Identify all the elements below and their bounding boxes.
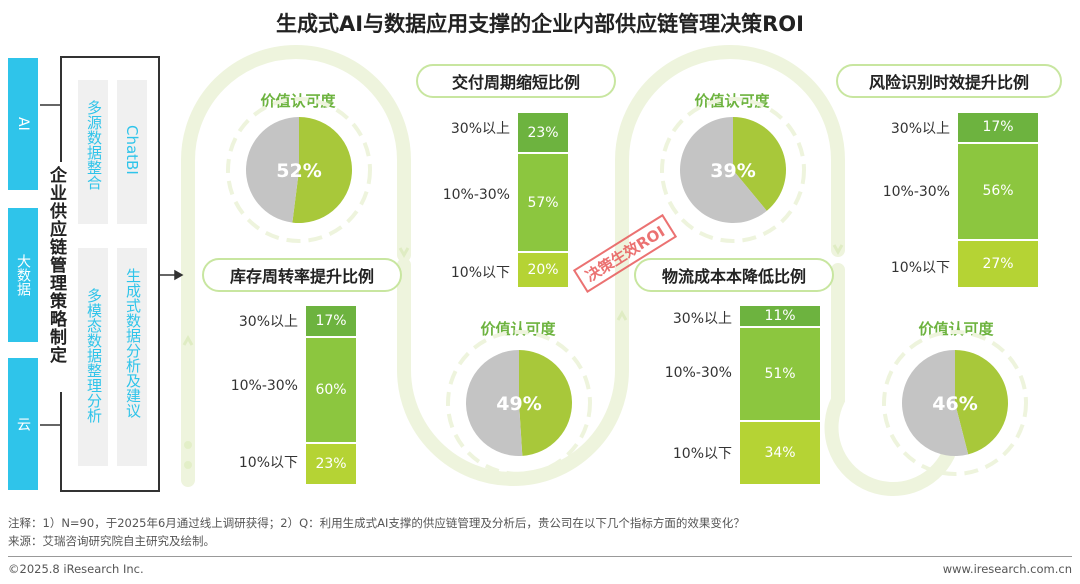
bar3-title: 物流成本本降低比例 xyxy=(634,258,834,292)
bar2-cat-2: 10%-30% xyxy=(442,187,510,203)
bar2-title: 交付周期缩短比例 xyxy=(416,64,616,98)
bar1-cat-1: 30%以上 xyxy=(238,314,298,330)
footer-divider xyxy=(8,556,1072,557)
bar-segment-1: 17% xyxy=(958,113,1038,142)
pie-slice-other xyxy=(246,117,299,223)
bar1-cat-2: 10%-30% xyxy=(230,378,298,394)
bar3-cat-3: 10%以下 xyxy=(672,446,732,462)
pie-value-label: 46% xyxy=(932,393,977,415)
bar-segment-1: 11% xyxy=(740,306,820,326)
bar-segment-3: 20% xyxy=(518,252,568,287)
pie-ring xyxy=(660,97,806,243)
tab-cloud: 云 xyxy=(8,358,38,490)
bar1-cat-3: 10%以下 xyxy=(238,455,298,471)
col1-item-1: 多源数据整合 xyxy=(85,100,103,190)
bar4-title: 风险识别时效提升比例 xyxy=(836,64,1062,98)
bar2-cat-3: 10%以下 xyxy=(450,265,510,281)
tab-bigdata: 大数据 xyxy=(8,208,38,342)
panel-genai-analysis xyxy=(117,248,147,466)
bar4-cat-1: 30%以上 xyxy=(890,121,950,137)
bar-segment-3: 23% xyxy=(306,443,356,484)
col2-item-1: ChatBI xyxy=(123,125,141,175)
bar-segment-3: 34% xyxy=(740,422,820,484)
pie-slice-agree xyxy=(292,117,353,223)
bar4-cat-3: 10%以下 xyxy=(890,260,950,276)
pie-slice-agree xyxy=(733,117,786,211)
col1-item-2: 多模态数据整理分析 xyxy=(85,288,103,423)
tab-bigdata-label: 大数据 xyxy=(15,254,31,296)
panel-multimodal xyxy=(78,248,108,466)
bar-segment-2: 56% xyxy=(958,143,1038,240)
note-line-1: 注释：1）N=90，于2025年6月通过线上调研获得；2）Q：利用生成式AI支撑… xyxy=(8,516,745,530)
bar-segment-2: 57% xyxy=(518,154,568,251)
pie-ring xyxy=(882,330,1028,476)
bar4-stack: 17% 56% 27% xyxy=(958,113,1038,287)
bar3-stack: 11% 51% 34% xyxy=(740,306,820,484)
pie-value-label: 52% xyxy=(276,160,321,182)
pie-slice-other xyxy=(679,117,767,223)
pie-value-label: 39% xyxy=(710,160,755,182)
bar1-title: 库存周转率提升比例 xyxy=(202,258,402,292)
bar3-cat-2: 10%-30% xyxy=(664,365,732,381)
bar-segment-2: 51% xyxy=(740,327,820,421)
bar-segment-1: 23% xyxy=(518,113,568,153)
bar-segment-1: 17% xyxy=(306,306,356,336)
main-label-bg xyxy=(40,162,72,392)
pie-slice-other xyxy=(902,350,969,456)
bar2-cat-1: 30%以上 xyxy=(450,121,510,137)
tab-cloud-label: 云 xyxy=(15,417,31,431)
pie-value-label: 49% xyxy=(496,393,541,415)
pie-slice-other xyxy=(465,350,523,457)
tab-ai-label: AI xyxy=(15,117,31,131)
bar-segment-3: 27% xyxy=(958,241,1038,287)
bar1-stack: 17% 60% 23% xyxy=(306,306,356,484)
panel-chatbi xyxy=(117,80,147,224)
bar3-cat-1: 30%以上 xyxy=(672,311,732,327)
pie-slice-agree xyxy=(519,350,572,456)
col2-item-2: 生成式数据分析及建议 xyxy=(124,268,142,418)
page-title: 生成式AI与数据应用支撑的企业内部供应链管理决策ROI xyxy=(276,12,804,36)
note-line-2: 来源：艾瑞咨询研究院自主研究及绘制。 xyxy=(8,534,215,548)
bar-segment-2: 60% xyxy=(306,337,356,442)
bar2-stack: 23% 57% 20% xyxy=(518,113,568,287)
tab-ai: AI xyxy=(8,58,38,190)
footer-url: www.iresearch.com.cn xyxy=(942,562,1072,576)
pie-slice-agree xyxy=(955,350,1009,455)
main-label: 企业供应链管理策略制定 xyxy=(46,166,66,364)
footer-copyright: ©2025.8 iResearch Inc. xyxy=(8,562,144,576)
pie-ring xyxy=(446,330,592,476)
bar4-cat-2: 10%-30% xyxy=(882,184,950,200)
panel-multisource xyxy=(78,80,108,224)
pie-ring xyxy=(226,97,372,243)
